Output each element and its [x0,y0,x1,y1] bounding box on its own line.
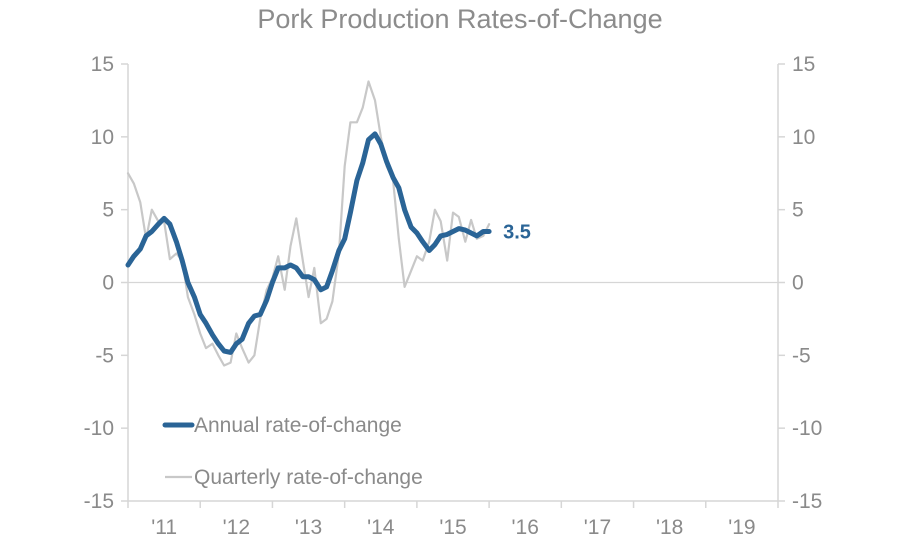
left-y-tick-label: -15 [84,490,114,513]
right-y-tick-label: -15 [792,490,822,513]
annual-series-line [125,131,492,355]
right-y-tick-label: 5 [792,199,804,222]
x-tick-label: '17 [584,516,611,539]
x-tick-label: '18 [656,516,683,539]
left-y-tick-label: -5 [95,344,114,367]
left-y-tick-label: 0 [102,272,114,295]
left-y-tick-label: -10 [84,417,114,440]
x-tick-label: '19 [728,516,755,539]
x-tick-label: '11 [151,516,177,539]
right-y-tick-label: 15 [792,53,815,76]
x-tick-label: '14 [367,516,395,539]
left-y-tick-label: 15 [91,53,114,76]
annual-end-value-label: 3.5 [503,222,531,244]
x-tick-label: '15 [439,516,466,539]
right-y-tick-label: 0 [792,272,804,295]
quarterly-series-line [126,80,491,367]
x-tick-label: '13 [295,516,322,539]
right-y-tick-label: -5 [792,344,811,367]
right-y-tick-label: 10 [792,126,815,149]
left-y-tick-label: 5 [102,199,114,222]
left-y-tick-label: 10 [91,126,114,149]
x-tick-label: '16 [512,516,539,539]
chart-title: Pork Production Rates-of-Change [257,4,663,34]
legend-annual-label: Annual rate-of-change [194,414,402,437]
legend-quarterly-label: Quarterly rate-of-change [194,466,423,489]
x-tick-label: '12 [223,516,250,539]
right-y-tick-label: -10 [792,417,822,440]
